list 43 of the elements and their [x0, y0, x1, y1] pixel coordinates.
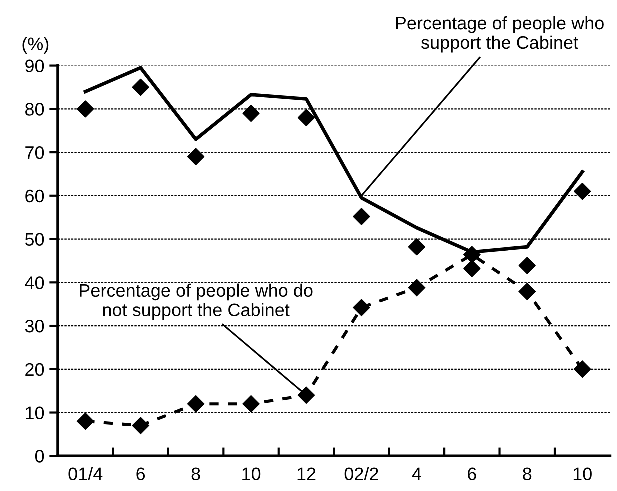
point — [242, 396, 260, 413]
point — [132, 417, 150, 434]
point — [353, 208, 370, 226]
x-tick-label: 8 — [523, 468, 532, 481]
annotation: Percentage of people who do not support the Cabinet — [80, 284, 313, 320]
x-tick-label: 6 — [136, 468, 146, 481]
point — [574, 360, 592, 378]
point — [298, 386, 316, 404]
x-tick-label: 8 — [192, 468, 200, 481]
x-tick-label: 10 — [242, 468, 261, 481]
point — [408, 279, 426, 296]
y-tick-label: 0 — [35, 450, 44, 463]
y-tick-label: 20 — [26, 363, 44, 376]
y-tick-label: 40 — [25, 276, 44, 290]
y-tick-label: 70 — [26, 146, 44, 160]
point — [408, 238, 426, 256]
x-tick-label: 01/4 — [68, 467, 103, 481]
x-tick-label: 6 — [468, 468, 476, 481]
y-axis-title: (%) — [22, 37, 49, 54]
point — [574, 183, 592, 200]
y-tick-label: 10 — [26, 406, 44, 420]
y-tick-label: 90 — [26, 60, 44, 73]
y-tick-label: 80 — [26, 103, 44, 116]
y-tick-label: 30 — [25, 320, 44, 333]
point — [77, 100, 94, 118]
point — [298, 109, 316, 126]
y-tick-label: 50 — [25, 233, 44, 246]
point — [77, 412, 94, 430]
point — [464, 260, 481, 278]
point — [518, 257, 536, 274]
point — [132, 78, 150, 96]
point — [242, 104, 260, 122]
point — [353, 299, 370, 316]
point — [188, 148, 205, 166]
y-tick-label: 60 — [26, 190, 44, 203]
point — [464, 246, 481, 264]
x-tick-label: 10 — [574, 468, 592, 481]
point — [188, 396, 205, 413]
x-tick-label: 4 — [412, 468, 422, 480]
point — [518, 283, 536, 300]
annotation: Percentage of people who support the Cabinet — [396, 16, 604, 53]
x-tick-label: 12 — [298, 468, 316, 480]
x-tick-label: 02/2 — [344, 467, 378, 481]
